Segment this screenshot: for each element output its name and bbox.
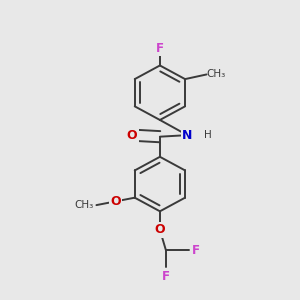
Text: H: H <box>204 130 212 140</box>
Text: N: N <box>182 129 193 142</box>
Text: F: F <box>156 42 164 55</box>
Text: CH₃: CH₃ <box>206 70 226 80</box>
Text: F: F <box>162 270 170 283</box>
Text: F: F <box>192 244 200 256</box>
Text: CH₃: CH₃ <box>74 200 93 210</box>
Text: O: O <box>127 129 137 142</box>
Text: O: O <box>154 224 165 236</box>
Text: O: O <box>110 195 121 208</box>
